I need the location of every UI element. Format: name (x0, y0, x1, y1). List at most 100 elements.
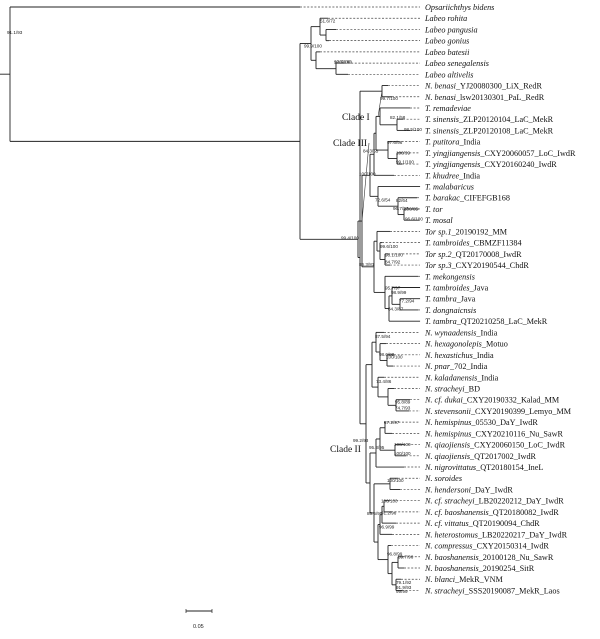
clade-label: Clade I (342, 113, 370, 123)
support-value: 86.5/95 (367, 511, 383, 516)
scale-bar-label: 0.05 (193, 624, 204, 630)
taxon-label: N. cf. stracheyi_LB20220212_DaY_IwdR (424, 497, 564, 506)
taxon-label: N. qiaojiensis_CXY20060150_LoC_IwdR (424, 441, 566, 450)
support-value: 84.7/92 (385, 259, 401, 264)
support-value: 87.5/94 (375, 334, 391, 339)
taxon-label: N. baoshanensis_20190254_SitR (424, 564, 535, 573)
taxon-label: Opsariichthys bidens (425, 3, 494, 12)
taxon-label: T. yingjiangensis_CXY20160240_IwdR (425, 160, 557, 169)
support-value: 82/64 (396, 198, 408, 203)
support-value: 99.7/100 (380, 96, 398, 101)
taxon-label: T. yingjiangensis_CXY20060057_LoC_IwdR (425, 149, 576, 158)
taxon-label: T. tambra_Java (425, 295, 476, 304)
support-value: 87.2/97 (384, 420, 400, 425)
taxon-label: N. cf. dukai_CXY20190332_Kalad_MM (424, 396, 560, 405)
support-values: 51.6/7291.1/9399.9/10097.5/100100/10099.… (7, 19, 423, 594)
support-value: 74.7/93 (395, 405, 411, 410)
support-value: 99.9/100 (304, 43, 322, 48)
clade-label: Clade II (330, 445, 361, 455)
taxon-label: T. mosal (425, 216, 453, 225)
taxon-label: Labeo batesii (424, 48, 470, 57)
support-value: 72.6/54 (375, 197, 391, 202)
support-value: 100/100 (387, 478, 404, 483)
taxon-label: N. compressus_CXY20150314_IwdR (424, 542, 549, 551)
support-value: 98.9/99 (391, 290, 407, 295)
support-value: 91.2/96 (381, 511, 397, 516)
support-value: 99.2/93 (353, 438, 369, 443)
support-value: 98.5/100 (404, 127, 422, 132)
support-value: 84.3/55 (363, 148, 379, 153)
support-value: 84.3/87 (388, 307, 404, 312)
support-value: 96.8/99 (387, 552, 403, 557)
taxon-label: N. hemispinus_CXY20210116_Nu_SawR (424, 429, 564, 438)
taxon-label: T. remadeviae (425, 104, 471, 113)
taxon-label: Tor sp.3_CXY20190544_ChdR (425, 261, 529, 270)
support-value: 100/100 (386, 354, 403, 359)
taxon-labels: Opsariichthys bidens Labeo rohita Labeo pa… (424, 3, 576, 595)
taxon-label: N. heterostomus_LB20220217_DaY_IwdR (424, 530, 568, 539)
support-value: 100/100 (334, 60, 351, 65)
support-value: 100/100 (394, 442, 411, 447)
tree-branches (0, 6, 420, 591)
taxon-label: T. barakac_CIFEFGB168 (425, 194, 510, 203)
taxon-label: N. hemispinus_05530_DaY_IwdR (424, 418, 538, 427)
support-value: 100/100 (381, 498, 398, 503)
taxon-label: T. tambroides_CBMZF11384 (425, 239, 522, 248)
support-value: 97.5/100 (334, 60, 352, 65)
support-value: 91.9/93 (396, 585, 412, 590)
support-value: 97.6/96 (387, 140, 403, 145)
taxon-label: T. tambroides_Java (425, 284, 489, 293)
taxon-label: N. soroides (424, 474, 462, 483)
clade-leader (377, 91, 383, 118)
taxon-label: N. kaladanensis_India (424, 373, 499, 382)
taxon-label: T. sinensis_ZLP20120108_LaC_MekR (425, 126, 554, 135)
taxon-label: T. mekongensis (425, 272, 475, 281)
clade-labels: Clade I Clade III Clade II (330, 91, 383, 455)
taxon-label: N. stracheyi_SSS20190087_MekR_Laos (424, 586, 560, 595)
taxon-label: Tor sp.2_QT20170008_IwdR (425, 250, 522, 259)
support-value: 100/99 (396, 150, 410, 155)
support-value: 100/100 (359, 171, 376, 176)
taxon-label: Labeo gonius (424, 37, 469, 46)
taxon-label: N. benasi_YJ20080300_LiX_RedR (424, 82, 542, 91)
taxon-label: N. stevensonii_CXY20190399_Lemyo_MM (424, 407, 572, 416)
taxon-label: N. stracheyi_BD (424, 384, 480, 393)
taxon-label: T. putitora_India (425, 138, 481, 147)
taxon-label: T. sinensis_ZLP20120104_LaC_MekR (425, 115, 554, 124)
support-value: 51.6/72 (320, 19, 336, 24)
support-value: 98.6/90 (379, 352, 395, 357)
taxon-label: N. hendersoni_DaY_IwdR (424, 485, 513, 494)
taxon-label: N. cf. vittatus_QT20190094_ChdR (424, 519, 540, 528)
support-value: 86.3/81 (359, 262, 375, 267)
taxon-label: N. baoshanensis_20100128_Nu_SawR (424, 553, 554, 562)
taxon-label: N. nigrovittatus_QT20180154_IneL (424, 463, 543, 472)
taxon-label: T. dongnaicnsis (425, 306, 476, 315)
taxon-label: Labeo senegalensis (424, 59, 489, 68)
taxon-label: Labeo altivelis (424, 70, 473, 79)
taxon-label: N. pnar_702_India (424, 362, 488, 371)
support-value: 95.7/97 (385, 285, 401, 290)
taxon-label: Labeo rohita (424, 14, 467, 23)
taxon-label: N. qiaojiensis_QT2017002_IwdR (424, 452, 537, 461)
support-value: 96.6/100 (405, 217, 423, 222)
taxon-label: N. blanci_MekR_VNM (424, 575, 504, 584)
support-value: 79.1/92 (396, 580, 412, 585)
scale-bar: 0.05 (185, 609, 213, 630)
taxon-label: Tor sp.1_20190192_MM (425, 227, 508, 236)
taxon-label: T. khudree_India (425, 171, 480, 180)
taxon-label: T. tor (425, 205, 443, 214)
support-value: 98.1/100 (385, 252, 403, 257)
support-value: 99/99 (396, 589, 408, 594)
taxon-label: T. malabaricus (425, 183, 474, 192)
support-value: 95.3/95 (369, 445, 385, 450)
support-value: 82.1/58 (390, 115, 406, 120)
support-value: 99.6/100 (380, 244, 398, 249)
taxon-label: Labeo pangusia (424, 25, 478, 34)
taxon-label: N. wynaadensis_India (424, 328, 498, 337)
support-value: 91.1/93 (7, 30, 23, 35)
support-value: 73.4/86 (376, 379, 392, 384)
support-value: 100/100 (394, 451, 411, 456)
support-value: 96.7/97 (393, 206, 409, 211)
taxon-label: N. hexagonolepis_Motuo (424, 340, 508, 349)
support-value: 99.1/100 (396, 159, 414, 164)
